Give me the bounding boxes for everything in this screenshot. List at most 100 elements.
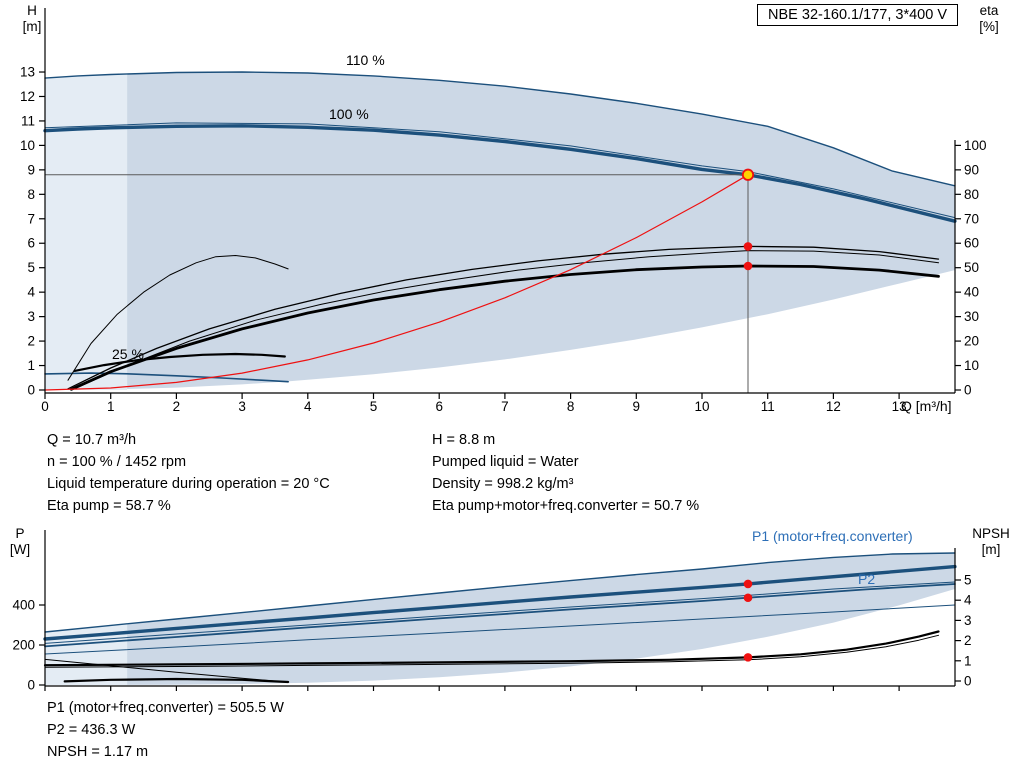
p-p2 — [44, 583, 956, 648]
readout-bottom: P1 (motor+freq.converter) = 505.5 W P2 =… — [47, 697, 284, 763]
npsh-axis-unit: [m] — [981, 542, 1001, 557]
h-tick-label: 9 — [27, 162, 35, 177]
readout-npsh: NPSH = 1.17 m — [47, 744, 149, 760]
h-tick-label: 12 — [20, 89, 35, 104]
speed-110-label: 110 % — [346, 52, 385, 68]
h-tick-label: 5 — [27, 260, 35, 275]
readout-q: Q = 10.7 m³/h — [47, 432, 137, 448]
h-tick-label: 2 — [27, 334, 35, 349]
readout-eta-total: Eta pump+motor+freq.converter = 50.7 % — [432, 498, 700, 514]
duty-marker — [743, 261, 753, 271]
h-tick-label: 7 — [27, 211, 35, 226]
readout-p1: P1 (motor+freq.converter) = 505.5 W — [47, 700, 284, 716]
duty-marker — [743, 653, 753, 662]
qh-eta-total — [69, 264, 940, 391]
qh-envelope — [127, 72, 955, 389]
h-tick-label: 10 — [20, 138, 35, 153]
qh-speed-100pct-tolerance — [44, 122, 956, 219]
q-tick-label: 13 — [892, 399, 907, 414]
eta-axis-symbol: eta — [979, 3, 999, 18]
eta-tick-label: 10 — [964, 358, 979, 373]
p-npsh-tolerance — [44, 634, 939, 668]
npsh-tick-label: 2 — [964, 633, 972, 648]
readout-pumped-liquid: Pumped liquid = Water — [432, 454, 579, 470]
qh-speed-110pct — [44, 71, 956, 187]
eta-tick-label: 70 — [964, 211, 979, 226]
q-tick-label: 7 — [501, 399, 509, 414]
npsh-tick-label: 3 — [964, 613, 972, 628]
p-p-25pct-thin — [44, 658, 289, 683]
p-tick-label: 400 — [12, 598, 35, 613]
h-tick-label: 3 — [27, 309, 35, 324]
duty-marker — [743, 579, 753, 589]
h-axis-unit: [m] — [22, 19, 42, 34]
qh-eta-pump-tolerance — [74, 250, 939, 390]
p-axis-title: P [W] — [2, 526, 38, 558]
p-axis-unit: [W] — [9, 542, 31, 557]
qh-speed-25pct — [44, 372, 289, 383]
eta-tick-label: 60 — [964, 236, 979, 251]
speed-25-label: 25 % — [112, 346, 144, 362]
h-tick-label: 11 — [21, 113, 35, 128]
p1-curve-label: P1 (motor+freq.converter) — [752, 528, 913, 544]
q-tick-label: 3 — [238, 399, 246, 414]
readout-eta-pump: Eta pump = 58.7 % — [47, 498, 171, 514]
q-tick-label: 11 — [761, 399, 775, 414]
h-tick-label: 13 — [20, 65, 35, 80]
eta-axis-unit: [%] — [979, 19, 999, 34]
h-tick-label: 6 — [27, 236, 35, 251]
eta-axis-title: eta [%] — [966, 3, 1012, 35]
readout-p2: P2 = 436.3 W — [47, 722, 136, 738]
q-tick-label: 9 — [633, 399, 641, 414]
q-tick-label: 6 — [435, 399, 443, 414]
qh-eta-25pct — [73, 352, 286, 372]
q-tick-label: 5 — [370, 399, 378, 414]
q-axis-title: Q [m³/h] — [901, 398, 952, 414]
p-p-low-tolerance — [44, 604, 956, 655]
qh-system-curve — [44, 174, 749, 391]
eta-tick-label: 20 — [964, 334, 979, 349]
q-tick-label: 12 — [826, 399, 841, 414]
speed-100-label: 100 % — [329, 106, 369, 122]
pump-title-box: NBE 32-160.1/177, 3*400 V — [757, 4, 958, 26]
h-tick-label: 4 — [27, 285, 35, 300]
npsh-tick-label: 5 — [964, 573, 972, 588]
eta-tick-label: 40 — [964, 285, 979, 300]
readout-column-right: H = 8.8 m Pumped liquid = Water Density … — [432, 429, 699, 517]
qh-speed-100pct — [43, 124, 957, 223]
npsh-tick-label: 0 — [964, 674, 972, 689]
qh-eta-pump — [67, 245, 940, 390]
p-p1 — [43, 564, 957, 641]
p-tick-label: 0 — [27, 678, 35, 693]
npsh-tick-label: 1 — [964, 653, 972, 668]
p-npsh — [43, 630, 940, 667]
eta-tick-label: 0 — [964, 383, 972, 398]
q-tick-label: 0 — [41, 399, 49, 414]
p2-curve-label: P2 — [858, 571, 876, 587]
h-axis-symbol: H — [27, 3, 37, 18]
npsh-tick-label: 4 — [964, 593, 972, 608]
npsh-axis-symbol: NPSH — [972, 526, 1010, 541]
q-tick-label: 2 — [173, 399, 181, 414]
eta-tick-label: 100 — [964, 138, 987, 153]
q-tick-label: 4 — [304, 399, 312, 414]
readout-column-left: Q = 10.7 m³/h n = 100 % / 1452 rpm Liqui… — [47, 429, 330, 517]
eta-tick-label: 50 — [964, 260, 979, 275]
q-tick-label: 8 — [567, 399, 575, 414]
qh-envelope-light — [45, 74, 128, 390]
readout-speed: n = 100 % / 1452 rpm — [47, 454, 187, 470]
eta-tick-label: 30 — [964, 309, 979, 324]
duty-marker — [743, 593, 753, 603]
p-envelope — [127, 553, 955, 685]
h-axis-title: H [m] — [14, 3, 50, 35]
p-p-25pct — [63, 677, 290, 684]
operating-point — [741, 168, 755, 181]
h-tick-label: 1 — [27, 358, 35, 373]
readout-density: Density = 998.2 kg/m³ — [432, 476, 574, 492]
qh-eta-reduced-speed-arc — [67, 255, 289, 381]
p-tick-label: 200 — [12, 638, 35, 653]
p-axis-symbol: P — [15, 526, 25, 541]
h-tick-label: 8 — [27, 187, 35, 202]
